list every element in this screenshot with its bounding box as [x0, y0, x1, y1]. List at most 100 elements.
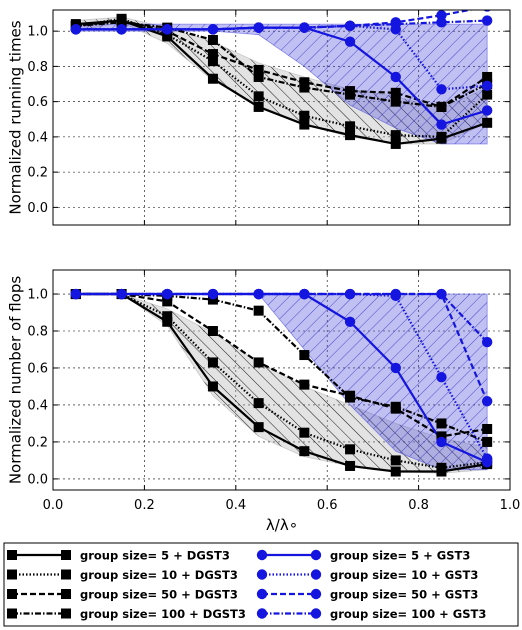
bottom-point-0-2: [162, 316, 173, 327]
top-point-1-8: [436, 131, 447, 142]
bottom-point-0-4: [253, 422, 264, 433]
top-point-1-7: [390, 130, 401, 141]
top-point-7-3: [207, 24, 219, 35]
bottom-point-2-9: [482, 423, 493, 434]
top-point-0-7: [390, 138, 401, 149]
top-ylabel: Normalized running times: [7, 20, 25, 214]
top-point-3-5: [299, 82, 310, 93]
bottom-point-4-6: [344, 316, 356, 327]
top-point-7-9: [481, 15, 493, 26]
bottom-point-6-9: [481, 396, 493, 407]
top-point-0-3: [207, 73, 218, 84]
bottom-point-0-6: [345, 460, 356, 471]
bottom-series-line-0: [75, 292, 488, 473]
bottom-point-1-5: [299, 427, 310, 438]
bottom-ytick-label-0: 0.0: [27, 472, 48, 487]
bottom-ylabel: Normalized number of flops: [7, 276, 25, 485]
bottom-point-3-9: [482, 436, 493, 447]
legend-label-7: group size= 100 + GST3: [330, 607, 486, 621]
top-point-0-5: [299, 119, 310, 130]
bottom-series-line-3: [75, 292, 488, 443]
bottom-point-7-9: [481, 336, 493, 348]
bottom-point-1-2: [162, 311, 173, 322]
legend-marker-0-1: [61, 550, 71, 560]
top-point-7-7: [390, 18, 401, 30]
bottom-ticks: 0.0 0.2 0.4 0.6 0.8 1.0 0.0 0.2 0.4 0.6 0.8 1.0: [27, 270, 520, 513]
top-point-2-3: [207, 49, 218, 60]
legend-marker-6-0: [256, 588, 268, 600]
bottom-bands: [75, 293, 488, 474]
top-point-5-8: [436, 84, 447, 95]
top-point-1-5: [299, 110, 310, 121]
bottom-point-5-9: [481, 453, 493, 464]
bottom-point-2-4: [253, 357, 264, 368]
bottom-point-7-1: [116, 288, 127, 300]
bottom-axes-frame: [52, 269, 511, 491]
top-axes-frame: [52, 9, 511, 226]
bottom-point-1-4: [253, 398, 264, 409]
bottom-xtick-label-1: 0.2: [134, 498, 155, 513]
top-point-3-8: [436, 101, 447, 112]
legend-marker-5-0: [256, 569, 268, 580]
legend-marker-5-1: [310, 569, 322, 580]
bottom-point-3-7: [390, 401, 401, 412]
top-point-7-4: [253, 22, 264, 33]
legend-label-6: group size= 50 + GST3: [330, 588, 478, 602]
bottom-point-1-6: [345, 444, 356, 455]
legend-marker-4-0: [256, 549, 268, 561]
bottom-point-4-7: [390, 362, 401, 374]
bottom-ytick-label-1: 0.2: [27, 435, 48, 450]
top-ytick-label-2: 0.4: [27, 130, 48, 145]
top-point-0-6: [345, 130, 356, 141]
legend-marker-7-1: [310, 608, 322, 619]
bottom-series-line-1: [75, 292, 488, 469]
top-point-2-7: [390, 87, 401, 98]
bottom-point-3-4: [253, 305, 264, 316]
bottom-point-0-5: [299, 446, 310, 457]
top-series-line-7: [75, 19, 488, 31]
bottom-point-3-6: [345, 392, 356, 403]
bottom-xtick-label-5: 1.0: [500, 498, 521, 513]
top-point-0-4: [253, 101, 264, 112]
bottom-point-7-5: [299, 288, 310, 300]
bottom-point-2-5: [299, 379, 310, 390]
bottom-point-5-8: [436, 372, 447, 383]
top-panel: 0.0 0.2 0.4 0.6 0.8 1.0 Normalized running ti…: [7, 9, 511, 226]
top-point-4-6: [344, 36, 356, 47]
bottom-point-3-3: [207, 294, 218, 305]
bottom-point-7-3: [207, 288, 219, 300]
top-point-7-6: [344, 20, 356, 32]
top-ytick-label-1: 0.2: [27, 166, 48, 181]
legend-marker-3-0: [7, 608, 17, 619]
top-ytick-label-4: 0.8: [27, 60, 48, 75]
top-point-3-6: [345, 89, 356, 100]
bottom-point-7-4: [253, 288, 264, 300]
top-point-3-4: [253, 71, 264, 82]
top-point-1-9: [482, 89, 493, 100]
legend-label-4: group size= 5 + GST3: [330, 549, 470, 563]
bottom-point-7-2: [162, 288, 173, 300]
bottom-point-2-3: [207, 326, 218, 337]
bottom-xtick-label-2: 0.4: [225, 498, 246, 513]
top-series-line-5: [75, 24, 488, 91]
top-markers: [70, 10, 493, 149]
bottom-markers: [70, 288, 493, 477]
top-point-7-5: [299, 22, 310, 33]
legend-entries: group size= 5 + DGST3 group size= 10 + DG…: [7, 549, 486, 621]
bottom-xtick-label-3: 0.6: [317, 498, 338, 513]
bottom-panel: 0.0 0.2 0.4 0.6 0.8 1.0 0.0 0.2 0.4 0.6 0.8 1.0 Nor…: [7, 269, 520, 534]
top-ytick-label-3: 0.6: [27, 95, 48, 110]
top-point-3-7: [390, 96, 401, 107]
bottom-point-2-8: [436, 431, 447, 442]
top-point-1-3: [207, 56, 218, 67]
bottom-point-3-5: [299, 350, 310, 361]
legend-marker-3-1: [61, 608, 71, 619]
bottom-point-7-0: [70, 288, 82, 300]
legend-marker-7-0: [256, 608, 268, 619]
top-point-3-3: [207, 34, 218, 45]
top-series-line-1: [75, 17, 488, 139]
bottom-series-lines: [75, 292, 489, 473]
bottom-ytick-label-4: 0.8: [27, 325, 48, 340]
bottom-xlabel: λ/λ∘: [266, 516, 298, 534]
